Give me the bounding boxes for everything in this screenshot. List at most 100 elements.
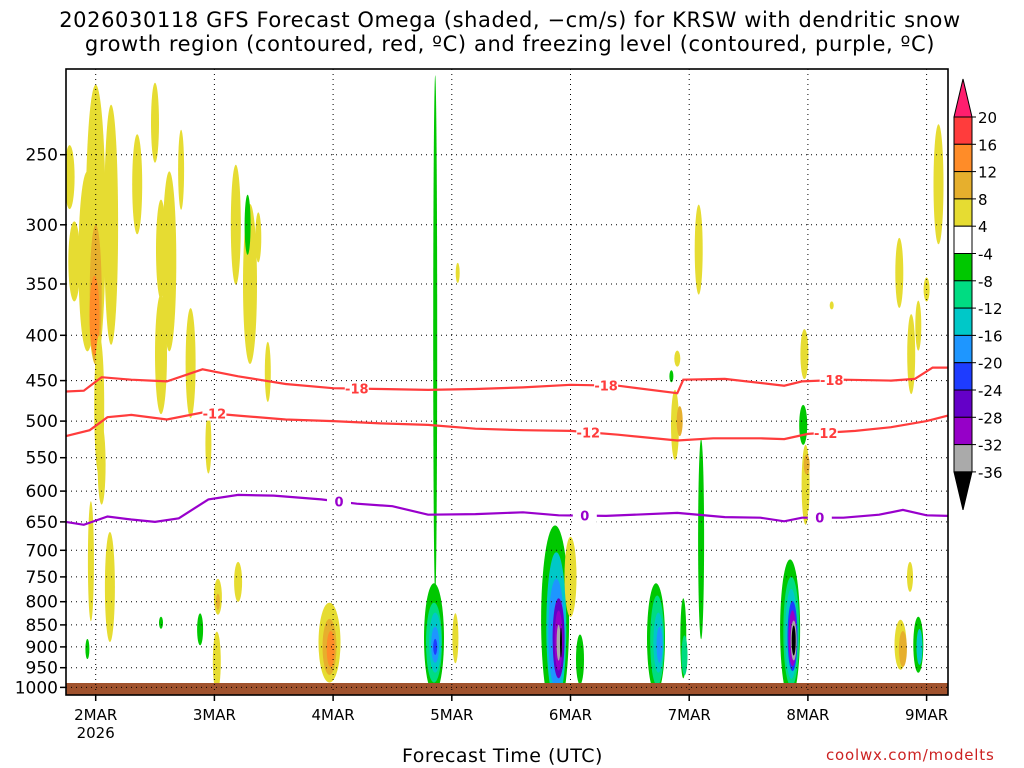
omega-cell — [933, 124, 944, 245]
colorbar-label: -8 — [978, 273, 993, 291]
omega-cell — [799, 404, 808, 445]
title-line-2: growth region (contoured, red, ºC) and f… — [84, 32, 936, 56]
contour-label-bg — [819, 373, 844, 388]
x-tick-year: 2026 — [77, 724, 115, 742]
omega-cell — [694, 204, 703, 295]
contour-label: 0 — [815, 512, 824, 527]
contour-label: -18 — [345, 383, 369, 398]
omega-cell — [829, 301, 834, 310]
x-tick-label: 8MAR — [786, 706, 829, 724]
omega-cell — [452, 613, 459, 664]
omega-cell — [66, 145, 75, 210]
chart-title: 2026030118 GFS Forecast Omega (shaded, −… — [0, 8, 1020, 56]
colorbar-label: 16 — [978, 136, 997, 154]
omega-shading — [66, 75, 944, 695]
contour-label: -18 — [820, 374, 844, 389]
contour-label: -18 — [594, 380, 618, 395]
colorbar-segment — [953, 334, 973, 364]
colorbar-label: 8 — [978, 191, 988, 209]
x-tick-label: 7MAR — [668, 706, 711, 724]
contour-label-bg — [576, 425, 601, 440]
omega-cell — [681, 635, 688, 676]
colorbar-label: 4 — [978, 218, 988, 236]
credit-link[interactable]: coolwx.com/modelts — [826, 746, 995, 764]
colorbar-segment — [953, 389, 973, 418]
y-tick-label: 250 — [26, 146, 58, 166]
x-tick-label: 3MAR — [193, 706, 236, 724]
colorbar: 20 16 12 8 4 -4 -8 -12 -16 -20 -24 -28 -32 -36 — [953, 78, 1003, 511]
omega-cell — [576, 634, 584, 685]
omega-cell — [916, 628, 923, 665]
omega-cell — [556, 624, 561, 661]
omega-cell — [915, 300, 922, 351]
y-axis: 2503003504004505005506006507007508008509… — [15, 146, 66, 698]
colorbar-segment — [953, 116, 973, 145]
omega-cell — [455, 262, 460, 283]
x-axis-label: Forecast Time (UTC) — [402, 745, 603, 767]
omega-cell — [244, 194, 251, 255]
y-tick-label: 450 — [26, 372, 58, 392]
y-tick-label: 350 — [26, 275, 58, 295]
omega-cell — [898, 631, 907, 667]
omega-cell — [800, 329, 809, 380]
omega-cell — [178, 129, 185, 210]
omega-cell — [907, 314, 916, 395]
omega-cell — [676, 406, 683, 437]
omega-cell — [97, 424, 106, 505]
colorbar-label: -32 — [978, 437, 1003, 455]
colorbar-segment — [953, 362, 973, 391]
omega-cell — [234, 561, 243, 602]
y-tick-label: 700 — [26, 541, 58, 561]
y-tick-label: 850 — [26, 616, 58, 636]
contour-label-bg — [594, 378, 619, 393]
contour-label-bg — [807, 510, 832, 525]
y-tick-label: 650 — [26, 513, 58, 533]
x-axis: 2MAR 3MAR 4MAR 5MAR 6MAR 7MAR 8MAR 9MAR 2026 — [74, 695, 948, 742]
gridlines — [66, 69, 948, 695]
colorbar-top-arrow — [953, 78, 973, 118]
colorbar-label: -4 — [978, 246, 993, 264]
omega-cell — [255, 212, 262, 263]
omega-cell — [671, 389, 679, 460]
omega-cell — [669, 370, 674, 383]
omega-cell — [895, 237, 904, 308]
title-line-1: 2026030118 GFS Forecast Omega (shaded, −… — [59, 8, 961, 32]
contours: -18 -18 -18 -12 -12 -12 0 0 0 — [65, 366, 949, 527]
x-tick-label: 2MAR — [74, 706, 117, 724]
y-tick-label: 950 — [26, 659, 58, 679]
y-tick-label: 550 — [26, 449, 58, 469]
omega-cell — [104, 532, 115, 642]
y-tick-label: 300 — [26, 216, 58, 236]
y-tick-label: 900 — [26, 638, 58, 658]
omega-cell — [185, 308, 196, 419]
colorbar-segment — [953, 225, 973, 254]
x-tick-label: 9MAR — [905, 706, 948, 724]
y-tick-label: 750 — [26, 568, 58, 588]
y-tick-label: 600 — [26, 482, 58, 502]
x-tick-label: 6MAR — [549, 706, 592, 724]
y-tick-label: 1000 — [15, 678, 58, 698]
contour-label-bg — [572, 508, 597, 523]
contour-label: -12 — [814, 427, 838, 442]
contour-label-bg — [344, 381, 369, 396]
omega-cell — [791, 625, 796, 656]
plot-frame — [65, 68, 949, 696]
omega-cell — [212, 631, 221, 692]
contour-label-bg — [327, 494, 351, 509]
omega-cell — [264, 341, 271, 402]
omega-cell — [162, 171, 177, 352]
colorbar-bottom-arrow — [953, 471, 973, 511]
contour-label-bg — [202, 406, 227, 421]
colorbar-label: -12 — [978, 300, 1003, 318]
contour-label: -12 — [203, 408, 227, 423]
omega-cell — [151, 82, 159, 163]
ground-strip — [66, 683, 948, 695]
colorbar-segment — [953, 416, 973, 446]
omega-cell — [87, 501, 94, 622]
contour-label-bg — [813, 425, 838, 440]
omega-cell — [433, 638, 438, 655]
omega-cell — [85, 639, 90, 659]
omega-cell — [564, 536, 577, 617]
colorbar-label: 20 — [978, 109, 997, 127]
colorbar-segment — [953, 444, 973, 473]
